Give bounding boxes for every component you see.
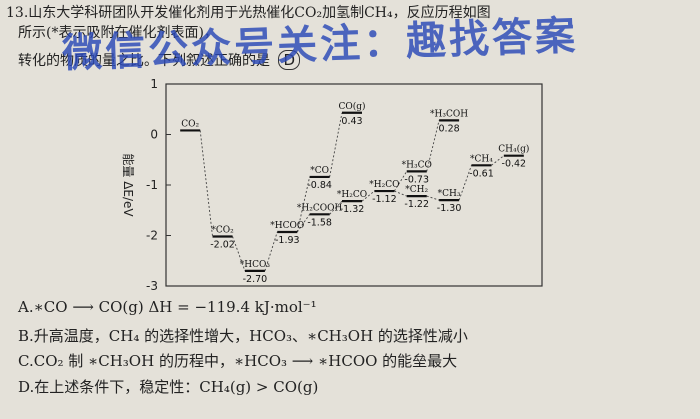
species-label-s_co: *CO [310,166,329,176]
value-label-s_h3coh: 0.28 [439,123,460,134]
connector-s_ch4-ch4_g [491,155,505,166]
handwritten-answer-mark: D [278,50,301,70]
energy-profile-chart: 1 0 -1 -2 -3 能量 ΔE/eV CO₂ *CO₂ -2.02 *HCO₃ -2.70 *H… [110,76,550,296]
species-label-s_hco3: *HCO₃ [240,260,271,270]
connector-s_co-co_g [329,112,343,178]
species-label-s_ch3: *CH₃ [438,189,461,199]
plot-frame [165,83,543,287]
species-label-s_h2co_b: *H₂CO [369,180,399,190]
species-label-co_g: CO(g) [338,101,365,112]
species-label-s_h2cooh: *H₂COOH [297,203,343,213]
species-label-s_h2co: *H₂CO [337,190,367,200]
value-label-s_ch3: -1.30 [437,203,462,214]
value-label-s_h2co: -1.32 [340,204,365,215]
value-label-s_h3co: -0.73 [404,174,429,185]
y-tick-label: -3 [146,279,158,293]
connector-s_hcoo-s_co [296,176,311,233]
option-a-text: ∗CO ⟶ CO(g) ΔH = −119.4 kJ·mol⁻¹ [33,298,317,316]
value-label-s_ch2: -1.22 [404,199,429,210]
connector-s_hco3-s_hcoo [264,231,278,271]
option-d-label: D. [18,378,35,396]
question-line-3-text: 转化的物质的量之比。下列叙述正确的是 [18,53,270,69]
value-label-s_co2: -2.02 [210,240,235,251]
connector-s_h2cooh-s_h2co [329,200,343,215]
option-b-text: 升高温度，CH₄ 的选择性增大，HCO₃、∗CH₃OH 的选择性减小 [33,327,468,345]
option-d-text: 在上述条件下，稳定性：CH₄(g) > CO(g) [34,378,319,396]
species-label-s_ch2: *CH₂ [405,185,428,195]
connector-co2-s_co2 [199,130,213,237]
option-c: C.CO₂ 制 ∗CH₃OH 的历程中，∗HCO₃ ⟶ ∗HCOO 的能垒最大 [18,350,457,371]
option-b-label: B. [18,327,34,345]
species-label-s_hcoo: *HCOO [270,221,304,231]
species-label-s_h3co: *H₃CO [402,160,432,170]
y-tick-label: -2 [146,229,158,243]
question-line-1: 13.山东大学科研团队开发催化剂用于光热催化CO₂加氢制CH₄，反应历程如图 [6,5,491,21]
option-c-text: CO₂ 制 ∗CH₃OH 的历程中，∗HCO₃ ⟶ ∗HCOO 的能垒最大 [33,352,458,370]
value-label-s_h2co_b: -1.12 [372,194,397,205]
option-b: B.升高温度，CH₄ 的选择性增大，HCO₃、∗CH₃OH 的选择性减小 [18,325,468,346]
y-tick-label: 1 [150,77,158,91]
connector-s_h2co-s_h2co_b [361,190,375,202]
option-a: A.∗CO ⟶ CO(g) ΔH = −119.4 kJ·mol⁻¹ [18,298,317,316]
species-label-s_ch4: *CH₄ [470,154,493,164]
option-d: D.在上述条件下，稳定性：CH₄(g) > CO(g) [18,376,318,397]
y-tick-label: 0 [150,128,158,142]
species-label-s_co2: *CO₂ [211,226,234,236]
question-line-2: 所示(*表示吸附在催化剂表面)， [18,25,218,41]
value-label-s_hcoo: -1.93 [275,235,300,246]
species-label-s_h3coh: *H₃COH [430,109,468,119]
y-tick-label: -1 [146,178,158,192]
option-a-label: A. [18,298,34,316]
species-label-co2: CO₂ [181,119,199,129]
species-label-ch4_g: CH₄(g) [498,144,529,155]
chart-svg: 1 0 -1 -2 -3 能量 ΔE/eV CO₂ *CO₂ -2.02 *HCO₃ -2.70 *H… [121,77,543,293]
value-label-s_co: -0.84 [307,180,332,191]
value-label-s_ch4: -0.61 [469,168,494,179]
value-label-s_hco3: -2.70 [243,274,268,285]
value-label-co_g: 0.43 [341,116,362,127]
connector-s_h3co-s_h3coh [426,120,440,172]
y-axis-label: 能量 ΔE/eV [121,153,135,217]
question-line-3: 转化的物质的量之比。下列叙述正确的是 D [18,50,301,70]
value-label-ch4_g: -0.42 [502,159,527,170]
option-c-label: C. [18,352,34,370]
value-label-s_h2cooh: -1.58 [307,217,332,228]
connector-s_hcoo-s_h2cooh [296,214,311,233]
